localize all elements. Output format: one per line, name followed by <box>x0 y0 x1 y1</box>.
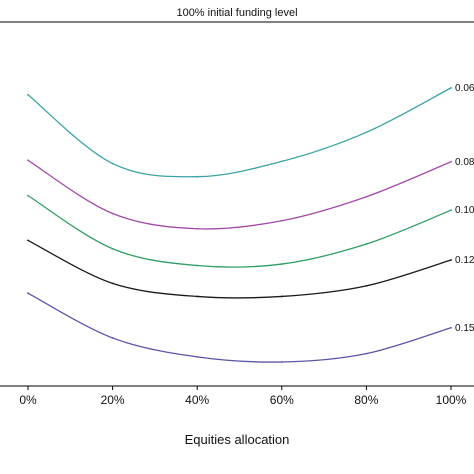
series-0-06: 0.06 <box>27 83 474 178</box>
data-point <box>365 243 368 245</box>
data-point <box>365 131 368 134</box>
series-label: 0.08 <box>455 157 474 168</box>
data-point <box>365 195 368 198</box>
data-point <box>27 194 29 197</box>
data-point <box>111 162 114 165</box>
chart-header: 100% initial funding level <box>0 7 474 23</box>
data-point <box>27 292 29 295</box>
chart-header-label: 100% initial funding level <box>176 7 297 19</box>
series-label: 0.12 <box>455 255 474 266</box>
x-tick-label: 100% <box>436 393 467 407</box>
x-tick-label: 80% <box>354 393 378 407</box>
data-point <box>450 160 452 163</box>
data-point <box>111 212 114 215</box>
series-line <box>27 292 452 363</box>
data-point <box>450 259 452 261</box>
data-point <box>280 295 283 298</box>
data-point <box>450 326 452 329</box>
data-point <box>280 160 283 163</box>
series-label: 0.15 <box>455 323 474 334</box>
data-point <box>111 337 114 339</box>
data-point <box>27 93 29 96</box>
x-axis-ticks: 0% 20% 40% 60% 80% 100% <box>19 386 467 407</box>
series-line <box>27 239 452 299</box>
series-0-10: 0.10 <box>27 194 474 268</box>
x-tick-label: 0% <box>19 393 37 407</box>
series-label: 0.10 <box>455 205 474 216</box>
data-point <box>111 247 114 250</box>
x-tick-label: 60% <box>270 393 294 407</box>
data-point <box>196 175 199 178</box>
series-line <box>27 87 452 178</box>
data-point <box>196 264 199 267</box>
series-0-15: 0.15 <box>27 292 474 363</box>
data-point <box>196 227 199 230</box>
series-0-08: 0.08 <box>27 157 474 230</box>
data-point <box>280 263 283 265</box>
data-point <box>450 209 452 212</box>
series-line <box>27 159 452 230</box>
data-point <box>196 295 199 298</box>
data-point <box>280 219 283 222</box>
data-point <box>450 86 452 89</box>
x-tick-label: 20% <box>101 393 125 407</box>
data-point <box>27 159 29 162</box>
data-point <box>280 361 283 363</box>
series-label: 0.06 <box>455 83 474 94</box>
series-layer: 0.06 0.08 0.10 0.12 0.15 <box>27 83 474 363</box>
data-point <box>111 282 114 285</box>
series-0-12: 0.12 <box>27 239 474 299</box>
x-tick-label: 40% <box>185 393 209 407</box>
data-point <box>365 352 368 355</box>
x-axis-label: Equities allocation <box>185 432 290 447</box>
series-line <box>27 195 452 268</box>
data-point <box>365 285 368 287</box>
data-point <box>196 355 199 358</box>
data-point <box>27 239 29 242</box>
